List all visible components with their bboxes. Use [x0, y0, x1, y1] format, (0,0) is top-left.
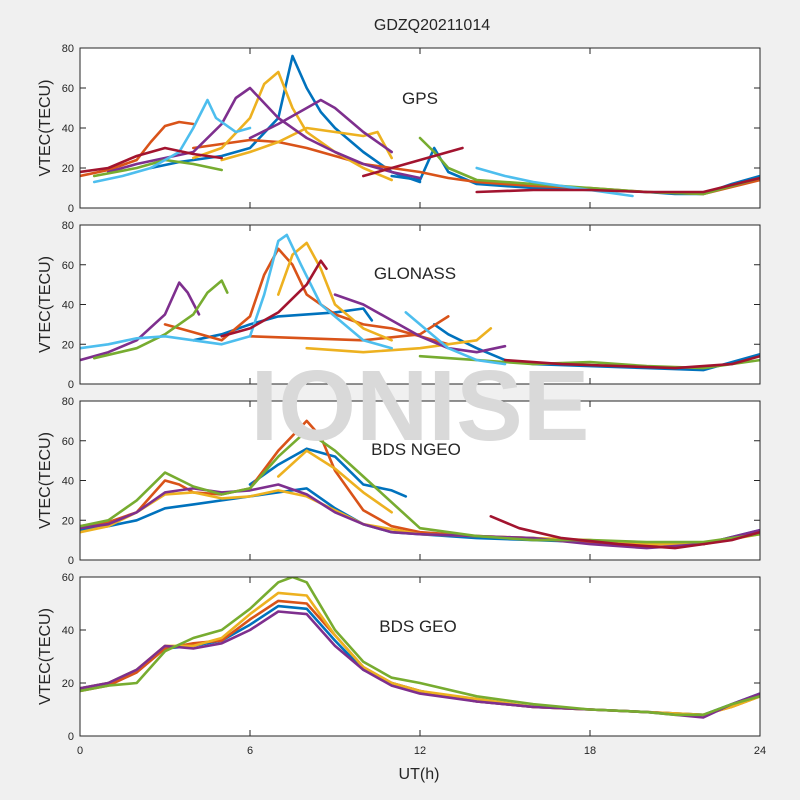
y-tick-label: 40 — [62, 476, 74, 488]
y-tick-label: 0 — [68, 555, 74, 567]
y-tick-label: 40 — [62, 123, 74, 135]
series-line — [220, 259, 328, 338]
watermark: IONISE — [251, 350, 590, 462]
series-line — [192, 307, 374, 342]
panel-label: GPS — [402, 89, 438, 108]
chart-panel: 0 20 40 60 0 6 12 18 24 VTEC(TECU) BDS GEO — [37, 572, 766, 757]
y-tick-label: 60 — [62, 436, 74, 448]
panel-label: BDS NGEO — [371, 440, 461, 459]
y-tick-label: 20 — [62, 163, 74, 175]
x-tick-label: 6 — [247, 745, 253, 757]
x-tick-label: 0 — [77, 745, 83, 757]
series-line — [163, 247, 450, 346]
panel-label: BDS GEO — [379, 617, 456, 636]
y-tick-label: 20 — [62, 515, 74, 527]
series-line — [475, 176, 760, 194]
series-line — [503, 354, 760, 370]
series-line — [92, 98, 252, 184]
x-tick-label: 12 — [414, 745, 426, 757]
series-line — [277, 241, 393, 342]
series-line — [333, 293, 507, 354]
series-line — [92, 279, 229, 360]
x-tick-label: 18 — [584, 745, 596, 757]
y-tick-label: 40 — [62, 300, 74, 312]
panel-label: GLONASS — [374, 264, 456, 283]
y-tick-label: 20 — [62, 339, 74, 351]
x-axis-title: UT(h) — [399, 766, 440, 783]
series-line — [248, 447, 408, 498]
series-line — [277, 449, 393, 514]
series-group — [80, 577, 760, 719]
y-tick-label: 80 — [62, 43, 74, 55]
series-line — [362, 146, 464, 178]
series-line — [80, 120, 195, 178]
series-group — [80, 233, 760, 372]
series-line — [80, 281, 201, 362]
x-tick-label: 24 — [754, 745, 766, 757]
series-line — [489, 515, 760, 550]
y-tick-label: 60 — [62, 83, 74, 95]
y-tick-label: 0 — [68, 379, 74, 391]
y-tick-label: 80 — [62, 220, 74, 232]
y-tick-label: 20 — [62, 678, 74, 690]
chart-panel: 0 20 40 60 80 VTEC(TECU) BDS NGEO — [37, 396, 761, 567]
y-tick-label: 80 — [62, 396, 74, 408]
y-tick-label: 40 — [62, 625, 74, 637]
figure-title: GDZQ20211014 — [374, 17, 490, 34]
y-tick-label: 60 — [62, 260, 74, 272]
series-line — [80, 429, 760, 544]
chart-panel: 0 20 40 60 80 VTEC(TECU) GLONASS — [37, 220, 761, 391]
series-line — [80, 233, 393, 350]
y-tick-label: 0 — [68, 203, 74, 215]
series-line — [220, 126, 393, 162]
series-line — [80, 483, 760, 550]
plot-area — [80, 48, 760, 208]
y-tick-label: 0 — [68, 731, 74, 743]
series-line — [80, 577, 760, 717]
series-line — [305, 327, 493, 354]
chart-panel: 0 20 40 60 80 VTEC(TECU) GPS — [37, 43, 761, 215]
y-axis-title: VTEC(TECU) — [37, 432, 54, 529]
series-line — [80, 146, 223, 174]
y-axis-title: VTEC(TECU) — [37, 256, 54, 353]
series-group — [80, 419, 760, 550]
y-tick-label: 60 — [62, 572, 74, 584]
y-axis-title: VTEC(TECU) — [37, 608, 54, 705]
series-line — [107, 86, 422, 180]
series-line — [248, 98, 393, 154]
y-axis-title: VTEC(TECU) — [37, 80, 54, 177]
series-group — [80, 54, 760, 198]
plot-area — [80, 577, 760, 736]
series-line — [404, 311, 507, 366]
